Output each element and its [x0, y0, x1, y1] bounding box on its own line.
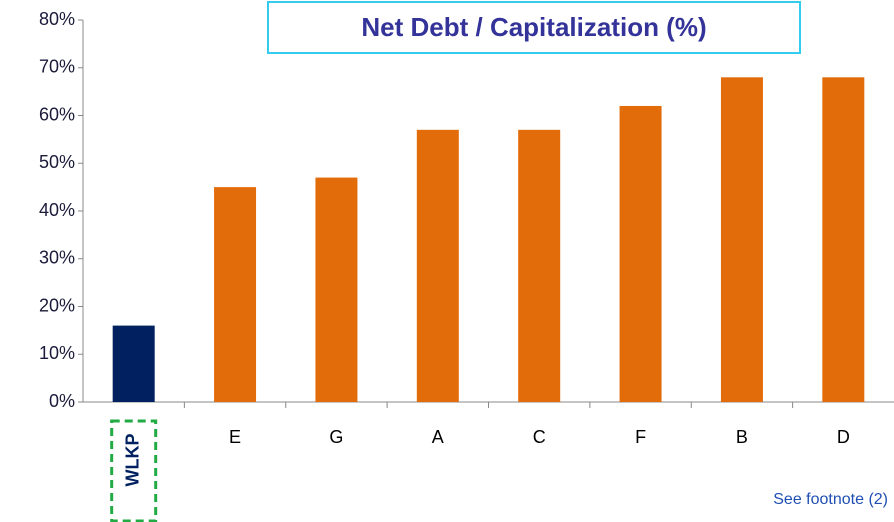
y-tick-label: 80%: [39, 9, 75, 29]
y-tick-label: 40%: [39, 200, 75, 220]
y-tick-label: 30%: [39, 248, 75, 268]
chart-title: Net Debt / Capitalization (%): [361, 12, 706, 42]
x-tick-label: G: [329, 427, 343, 447]
bar: [619, 105, 662, 402]
x-tick-label: E: [229, 427, 241, 447]
bar: [822, 77, 865, 403]
bar: [112, 325, 155, 402]
x-tick-label: D: [837, 427, 850, 447]
bar: [720, 77, 763, 403]
bar: [214, 187, 257, 402]
bar: [315, 177, 358, 402]
bar: [518, 129, 561, 402]
x-tick-label: B: [736, 427, 748, 447]
title-box: [267, 1, 801, 54]
x-tick-label: F: [635, 427, 646, 447]
x-tick-label: C: [533, 427, 546, 447]
footnote: See footnote (2): [773, 491, 888, 508]
bar: [416, 129, 459, 402]
highlight-box: [110, 419, 158, 522]
y-tick-label: 50%: [39, 152, 75, 172]
x-tick-label: A: [432, 427, 444, 447]
y-tick-label: 70%: [39, 57, 75, 77]
y-tick-label: 10%: [39, 343, 75, 363]
x-tick-label: WLKP: [122, 434, 142, 487]
y-tick-label: 20%: [39, 295, 75, 315]
y-tick-label: 60%: [39, 104, 75, 124]
y-tick-label: 0%: [49, 391, 75, 411]
